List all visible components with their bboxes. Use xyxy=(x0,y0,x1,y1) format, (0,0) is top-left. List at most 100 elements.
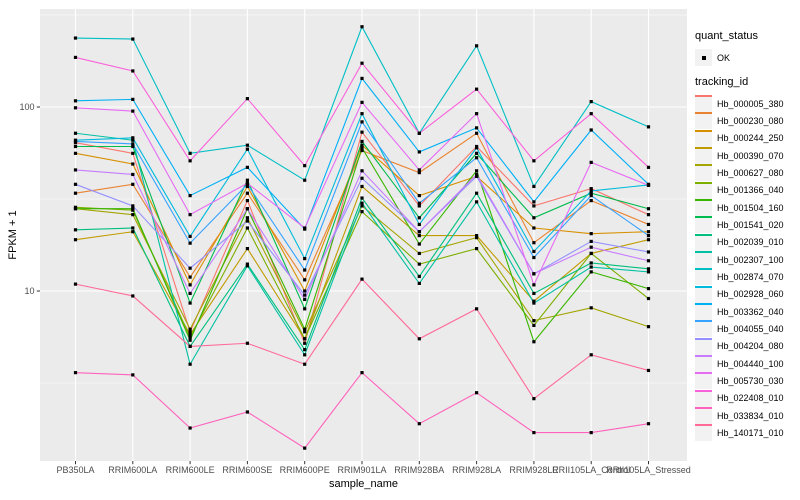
data-point xyxy=(417,422,421,426)
data-point xyxy=(188,275,192,279)
data-point xyxy=(188,159,192,163)
data-point xyxy=(532,397,536,401)
legend-color-line-icon xyxy=(695,303,712,306)
data-point xyxy=(646,287,651,291)
legend-color-line-icon xyxy=(695,112,712,115)
legend-entry: Hb_004204_080 xyxy=(695,337,799,355)
data-point xyxy=(417,168,421,172)
axis-ticks: 100 10 PB350LA RRIM600LA RRIM600LE RRIM600SE R… xyxy=(19,102,690,475)
data-point xyxy=(589,160,593,164)
data-point xyxy=(131,373,135,377)
data-point xyxy=(245,216,249,220)
data-point xyxy=(475,112,479,116)
data-point xyxy=(303,348,307,352)
data-point xyxy=(245,207,249,211)
data-point xyxy=(532,159,536,163)
legend-entry-label: Hb_004204_080 xyxy=(717,341,784,352)
x-tick-label: RRIM928LA xyxy=(452,465,501,475)
data-point xyxy=(360,112,364,116)
y-tick-label: 10 xyxy=(24,286,34,296)
legend-entry-label: Hb_005730_030 xyxy=(717,375,784,386)
data-point xyxy=(73,55,78,60)
data-point xyxy=(475,200,479,204)
legend-entry: Hb_000005_380 xyxy=(695,95,799,113)
legend-color-line-icon xyxy=(695,95,712,98)
data-point xyxy=(303,330,307,334)
legend-color-line-icon xyxy=(695,320,712,323)
data-point xyxy=(589,187,593,191)
legend-entry-label: Hb_002874_070 xyxy=(717,271,784,282)
data-point xyxy=(646,207,651,211)
x-tick-label: RRIM928BA xyxy=(394,465,444,475)
legend-entry: Hb_003362_040 xyxy=(695,303,799,321)
data-point xyxy=(475,191,479,195)
legend-entry-label: Hb_000005_380 xyxy=(717,98,784,109)
legend-color-line-icon xyxy=(695,285,712,288)
legend-color-line-icon xyxy=(695,389,712,392)
data-point xyxy=(360,148,364,153)
legend-entry-label: Hb_003362_040 xyxy=(717,306,784,317)
data-point xyxy=(188,338,192,342)
legend-entry-label: Hb_004055_040 xyxy=(717,323,784,334)
legend-entry-label: Hb_001366_040 xyxy=(717,185,784,196)
data-point xyxy=(245,246,249,251)
legend-color-line-icon xyxy=(695,372,712,375)
legend-key-ok xyxy=(695,49,712,66)
data-point xyxy=(532,255,536,260)
legend-color-line-icon xyxy=(695,147,712,150)
legend-title-quant-status: quant_status xyxy=(695,30,758,42)
data-point xyxy=(532,301,536,305)
data-point xyxy=(360,120,364,124)
data-point xyxy=(589,306,593,310)
data-point xyxy=(589,112,593,116)
data-point xyxy=(73,106,78,110)
x-tick-label: RRIM600LE xyxy=(166,465,215,475)
data-point xyxy=(475,146,479,150)
data-point xyxy=(188,335,192,339)
data-point xyxy=(73,168,78,172)
data-point xyxy=(303,256,307,261)
data-point xyxy=(303,268,307,272)
legend: quant_status OK tracking_id Hb_000005_38… xyxy=(695,30,799,442)
legend-entry-label: Hb_002039_010 xyxy=(717,237,784,248)
data-point xyxy=(417,251,421,256)
data-point xyxy=(417,234,421,238)
data-point xyxy=(131,213,135,217)
data-point xyxy=(303,278,307,282)
x-tick-label: RRII105LA_Control xyxy=(552,465,630,475)
data-point xyxy=(303,327,307,331)
data-point xyxy=(303,293,307,297)
data-point xyxy=(475,87,479,91)
data-point xyxy=(646,296,651,301)
data-point xyxy=(532,200,536,204)
data-point xyxy=(131,204,135,208)
data-point xyxy=(73,282,78,286)
data-point xyxy=(131,172,135,177)
legend-entry: Hb_000390_070 xyxy=(695,147,799,165)
data-point xyxy=(73,151,78,155)
legend-entry-label: Hb_022408_010 xyxy=(717,393,784,404)
data-point xyxy=(245,226,249,230)
data-point xyxy=(417,171,421,175)
legend-key-swatch xyxy=(695,424,712,442)
data-point xyxy=(245,143,249,147)
x-tick-label: RRIM928LE xyxy=(509,465,558,475)
data-point xyxy=(73,371,78,375)
data-point xyxy=(360,61,364,65)
legend-entry: Hb_002307_100 xyxy=(695,251,799,269)
data-point xyxy=(131,109,135,113)
data-point xyxy=(646,125,651,129)
data-points xyxy=(73,25,651,450)
legend-title-tracking-id: tracking_id xyxy=(695,76,749,88)
data-point xyxy=(532,299,536,303)
data-point xyxy=(532,272,536,276)
data-point xyxy=(532,291,536,296)
data-point xyxy=(589,261,593,265)
data-point xyxy=(646,222,651,227)
data-point xyxy=(303,226,307,230)
data-point xyxy=(589,239,593,244)
data-point xyxy=(188,193,192,198)
legend-entry-label: Hb_002307_100 xyxy=(717,254,784,265)
data-point xyxy=(188,234,192,239)
x-tick-label: PB350LA xyxy=(56,465,94,475)
